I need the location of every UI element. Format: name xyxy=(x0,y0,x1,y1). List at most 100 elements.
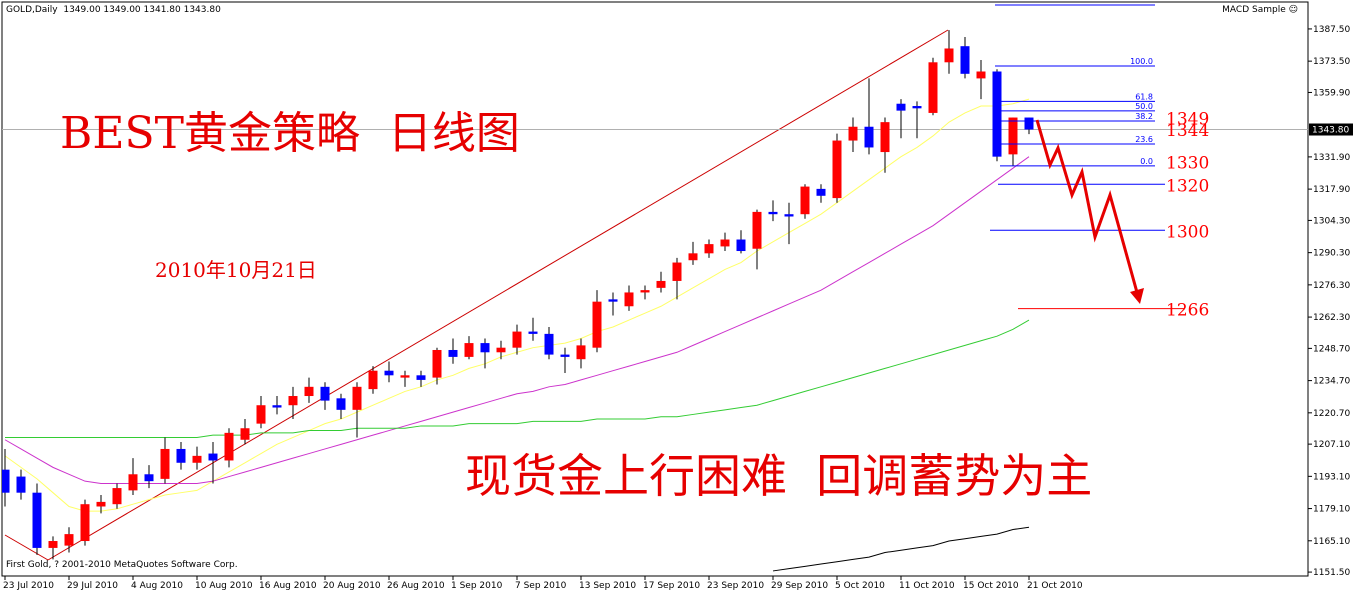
candle-body xyxy=(624,292,634,307)
fib-label: 23.6 xyxy=(1135,135,1153,144)
candle-body xyxy=(576,345,586,360)
candle-body xyxy=(1024,117,1034,130)
candle-body xyxy=(352,386,362,410)
y-tick-label: 1220.70 xyxy=(1313,409,1350,419)
candle-body xyxy=(672,262,682,281)
level-label: 1330 xyxy=(1166,153,1209,173)
annotation: BEST黄金策略 日线图 xyxy=(60,108,520,159)
channel-line xyxy=(47,29,949,561)
candle-body xyxy=(400,375,410,378)
fib-label: 50.0 xyxy=(1135,102,1153,111)
x-tick-label: 16 Aug 2010 xyxy=(259,581,317,591)
level-label: 1266 xyxy=(1166,301,1209,321)
candle-body xyxy=(848,126,858,141)
y-tick-label: 1290.30 xyxy=(1313,249,1350,259)
y-tick-label: 1304.30 xyxy=(1313,216,1350,226)
channel-line xyxy=(4,534,49,561)
candle-body xyxy=(208,453,218,461)
candle-body xyxy=(864,126,874,148)
annotation: 现货金上行困难 回调蓄势为主 xyxy=(465,449,1092,503)
candle-body xyxy=(368,370,378,390)
y-tick-label: 1234.70 xyxy=(1313,377,1350,387)
y-tick-label: 1373.50 xyxy=(1313,57,1350,67)
y-tick-label: 1276.30 xyxy=(1313,281,1350,291)
level-label: 1344 xyxy=(1166,121,1209,141)
last-price-label: 1343.80 xyxy=(1312,126,1349,136)
candle-body xyxy=(16,476,26,493)
candle-body xyxy=(224,432,234,461)
candle-body xyxy=(592,301,602,348)
candle-body xyxy=(48,541,58,548)
x-tick-label: 23 Jul 2010 xyxy=(3,581,54,591)
candle-body xyxy=(512,331,522,348)
candle-body xyxy=(944,48,954,63)
plot-area xyxy=(2,4,1308,572)
x-tick-label: 21 Oct 2010 xyxy=(1027,581,1083,591)
candle-body xyxy=(688,253,698,261)
y-tick-label: 1207.10 xyxy=(1313,440,1350,450)
candle-body xyxy=(256,405,266,424)
fib-label: 61.8 xyxy=(1135,92,1153,101)
y-tick-label: 1387.50 xyxy=(1313,25,1350,35)
candle-body xyxy=(272,405,282,408)
candle-body xyxy=(176,448,186,463)
candle-body xyxy=(704,244,714,254)
candle-body xyxy=(304,386,314,397)
annotation: 2010年10月21日 xyxy=(155,258,317,282)
x-tick-label: 29 Jul 2010 xyxy=(67,581,118,591)
x-tick-label: 11 Oct 2010 xyxy=(899,581,955,591)
y-tick-label: 1331.90 xyxy=(1313,153,1350,163)
indicator-label: MACD Sample ☺ xyxy=(1222,4,1298,15)
candle-body xyxy=(336,398,346,410)
candle-body xyxy=(144,474,154,482)
candle-body xyxy=(640,290,650,293)
fib-label: 100.0 xyxy=(1130,57,1153,66)
x-tick-label: 10 Aug 2010 xyxy=(195,581,253,591)
candle-body xyxy=(560,354,570,357)
candle-body xyxy=(464,343,474,357)
y-tick-label: 1165.10 xyxy=(1313,537,1350,547)
candle-body xyxy=(720,239,730,247)
candle-body xyxy=(496,347,506,353)
candle-body xyxy=(912,106,922,109)
copyright: First Gold, ? 2001-2010 MetaQuotes Softw… xyxy=(6,560,238,570)
level-label: 1320 xyxy=(1166,176,1209,196)
candle-body xyxy=(816,188,826,196)
candle-body xyxy=(768,211,778,215)
moving-average xyxy=(772,526,1030,572)
candle-body xyxy=(528,331,538,334)
x-tick-label: 15 Oct 2010 xyxy=(963,581,1019,591)
x-tick-label: 26 Aug 2010 xyxy=(387,581,445,591)
candle-body xyxy=(432,349,442,378)
x-tick-label: 4 Aug 2010 xyxy=(131,581,183,591)
candle-body xyxy=(1008,117,1018,155)
candle-body xyxy=(832,140,842,199)
forecast-arrow xyxy=(1035,119,1140,297)
candle-body xyxy=(448,349,458,357)
moving-average xyxy=(5,319,1030,438)
candle-body xyxy=(192,455,202,463)
candle-body xyxy=(80,504,90,542)
candle-body xyxy=(976,71,986,79)
candle-body xyxy=(992,71,1002,157)
y-tick-label: 1151.50 xyxy=(1313,568,1350,578)
x-tick-label: 23 Sep 2010 xyxy=(707,581,764,591)
candle-body xyxy=(480,343,490,353)
x-tick-label: 7 Sep 2010 xyxy=(515,581,567,591)
y-tick-label: 1193.10 xyxy=(1313,472,1350,482)
x-tick-label: 20 Aug 2010 xyxy=(323,581,381,591)
level-label: 1300 xyxy=(1166,222,1209,242)
candle-body xyxy=(544,333,554,355)
x-tick-label: 17 Sep 2010 xyxy=(643,581,700,591)
candle-body xyxy=(608,299,618,302)
candle-body xyxy=(32,492,42,548)
y-tick-label: 1359.90 xyxy=(1313,88,1350,98)
candle-body xyxy=(320,386,330,401)
candle-body xyxy=(752,211,762,249)
y-tick-label: 1248.70 xyxy=(1313,344,1350,354)
x-tick-label: 29 Sep 2010 xyxy=(771,581,828,591)
candle-body xyxy=(2,469,10,493)
level-label: 1349 xyxy=(1166,110,1209,130)
candle-body xyxy=(896,103,906,111)
